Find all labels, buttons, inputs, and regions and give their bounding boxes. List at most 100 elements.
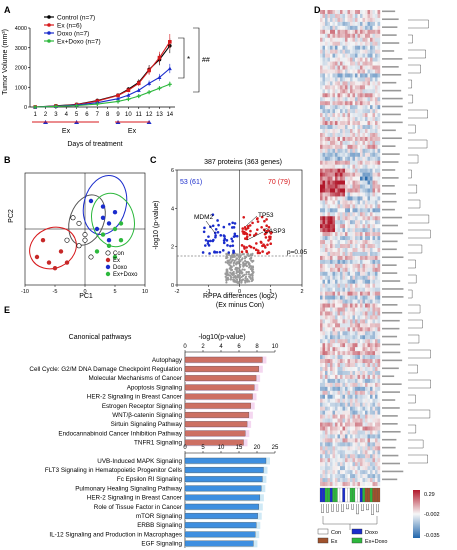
panel-d-cell xyxy=(357,438,361,443)
panel-d-cell xyxy=(337,101,341,106)
panel-d-cell xyxy=(362,382,366,388)
panel-d-cell xyxy=(370,25,373,31)
panel-d-cell xyxy=(345,442,348,447)
panel-d-cell xyxy=(352,164,356,169)
panel-d-cell xyxy=(375,442,378,447)
panel-d-cell xyxy=(360,236,363,241)
panel-d-cell xyxy=(352,57,356,62)
panel-d-cell xyxy=(367,21,371,27)
panel-d-cell xyxy=(357,382,361,388)
panel-c-point xyxy=(265,224,268,228)
panel-label-b: B xyxy=(4,155,11,165)
panel-d-cell xyxy=(345,430,348,435)
panel-d-cell xyxy=(352,378,356,384)
panel-d-cell xyxy=(352,470,356,475)
panel-d-cell xyxy=(335,478,338,483)
panel-d-cell xyxy=(332,140,336,146)
panel-e-category-label: IL-12 Signaling and Production in Macrop… xyxy=(49,531,182,538)
panel-d-cell xyxy=(330,271,333,276)
panel-d-cell xyxy=(370,228,373,233)
panel-d-cell xyxy=(360,267,363,272)
panel-d-cell xyxy=(322,184,326,189)
panel-d-cell xyxy=(345,303,348,308)
panel-d-cell xyxy=(365,402,368,407)
panel-d-cell xyxy=(350,97,353,102)
panel-d-cell xyxy=(352,117,356,122)
panel-d-cell xyxy=(370,248,373,253)
panel-d-cell xyxy=(325,37,328,42)
panel-e-category-label: WNT/β-catenin Signaling xyxy=(112,412,182,419)
panel-d-cell xyxy=(347,216,351,221)
panel-d-cell xyxy=(352,224,356,229)
panel-d-cell xyxy=(340,398,343,403)
panel-d-cell xyxy=(327,263,331,269)
panel-d-cell xyxy=(345,367,348,372)
panel-d-cell xyxy=(365,251,368,257)
panel-d-cell xyxy=(365,378,368,384)
panel-d-cell xyxy=(345,422,348,427)
panel-d-cell xyxy=(322,279,326,284)
panel-d-cell xyxy=(372,117,376,122)
panel-d-cell xyxy=(320,244,323,249)
panel-d-cell xyxy=(330,109,333,114)
panel-d-cell xyxy=(362,101,366,106)
panel-d-cell xyxy=(372,458,376,463)
panel-d-cell xyxy=(377,438,381,443)
panel-a-xtick-label: 9 xyxy=(116,112,120,118)
panel-d-cell xyxy=(340,267,343,272)
panel-d-cell xyxy=(372,474,376,479)
panel-d-cell xyxy=(332,275,336,280)
panel-d-cell xyxy=(372,29,376,34)
panel-d-cell xyxy=(325,232,328,237)
panel-d-cell xyxy=(360,192,363,197)
panel-d-cell xyxy=(367,248,371,253)
panel-d-cell xyxy=(337,414,341,419)
panel-d-cell xyxy=(337,390,341,395)
panel-b-points xyxy=(34,198,124,271)
panel-d-cell xyxy=(357,200,361,205)
panel-d-cell xyxy=(332,295,336,300)
panel-d-cell xyxy=(340,251,343,257)
panel-d-cell xyxy=(362,255,366,261)
panel-d-cell xyxy=(337,29,341,34)
panel-c-point xyxy=(254,232,258,236)
panel-d-cell xyxy=(377,164,381,169)
panel-d-cell xyxy=(337,152,341,157)
panel-d-cell xyxy=(367,331,371,336)
panel-d-cell xyxy=(322,351,326,356)
panel-d-cell xyxy=(377,200,381,205)
panel-d-cell xyxy=(350,152,353,157)
panel-c-point xyxy=(233,255,236,258)
panel-c-point xyxy=(226,262,229,265)
panel-d-cell xyxy=(362,37,366,42)
panel-d-cell xyxy=(345,57,348,62)
panel-d-cell xyxy=(370,398,373,403)
panel-d-cell xyxy=(342,37,346,42)
panel-d-cell xyxy=(365,33,368,38)
panel-d-cell xyxy=(327,81,331,86)
panel-d-row-label xyxy=(382,264,397,266)
panel-d-cell xyxy=(342,33,346,38)
panel-d-cell xyxy=(357,220,361,225)
panel-d-cell xyxy=(342,307,346,312)
panel-d-cell xyxy=(325,33,328,38)
panel-d-cell xyxy=(362,132,366,138)
panel-d-cell xyxy=(350,295,353,300)
panel-d-cell xyxy=(375,454,378,459)
panel-c-point xyxy=(227,251,231,254)
panel-c-point xyxy=(262,228,266,232)
panel-d-cell xyxy=(372,386,376,391)
panel-d-cell xyxy=(340,109,343,114)
panel-d-cell xyxy=(377,295,381,300)
panel-d-cell xyxy=(347,394,351,399)
panel-d-cell xyxy=(360,37,363,42)
panel-d-cell xyxy=(347,374,351,380)
panel-d-cell xyxy=(345,244,348,249)
panel-c-point xyxy=(233,275,236,279)
panel-d-cell xyxy=(340,414,343,419)
panel-c-point xyxy=(230,237,233,241)
panel-d-cell xyxy=(347,331,351,336)
panel-d-cell xyxy=(327,65,331,70)
